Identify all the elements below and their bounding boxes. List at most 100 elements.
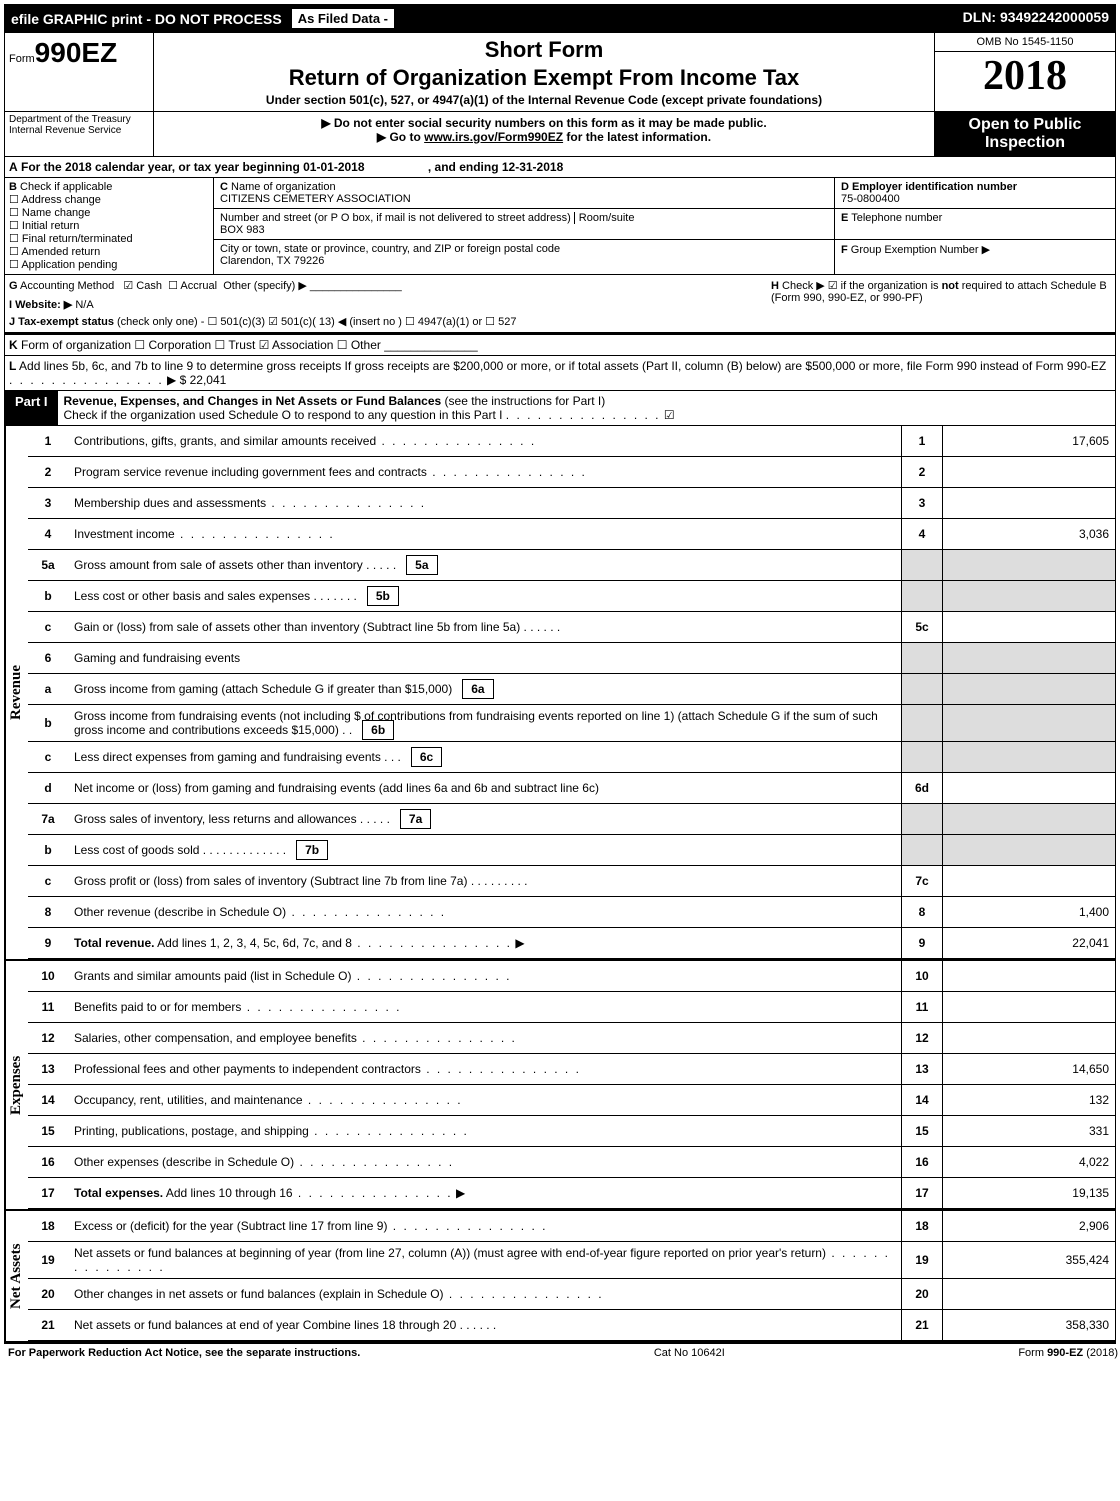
header-center: Short Form Return of Organization Exempt… <box>154 33 934 111</box>
dept-text: Department of the Treasury <box>9 114 149 125</box>
part1-check[interactable]: ☑ <box>664 408 675 422</box>
part1-dots <box>506 408 661 422</box>
g-other: Other (specify) ▶ <box>223 280 307 292</box>
table-row: cGross profit or (loss) from sales of in… <box>28 866 1115 897</box>
table-row: 19Net assets or fund balances at beginni… <box>28 1242 1115 1279</box>
dept-row: Department of the Treasury Internal Reve… <box>5 112 1115 157</box>
goto-prefix: ▶ Go to <box>377 130 424 144</box>
section-k: K Form of organization ☐ Corporation ☐ T… <box>5 334 1115 356</box>
checkbox-final-return[interactable]: Final return/terminated <box>9 233 133 245</box>
checkbox-cash[interactable]: Cash <box>123 280 162 292</box>
table-row: 11Benefits paid to or for members11 <box>28 992 1115 1023</box>
h-label: H <box>771 280 779 292</box>
table-row: 14Occupancy, rent, utilities, and mainte… <box>28 1085 1115 1116</box>
part1-checktext: Check if the organization used Schedule … <box>64 408 503 422</box>
section-a-label: A <box>9 160 18 174</box>
k-text: Form of organization ☐ Corporation ☐ Tru… <box>21 338 381 352</box>
j-label: J Tax-exempt status <box>9 316 114 328</box>
l-dots <box>9 373 164 387</box>
dept-box: Department of the Treasury Internal Reve… <box>5 112 154 156</box>
table-row: dNet income or (loss) from gaming and fu… <box>28 773 1115 804</box>
dln-number: DLN: 93492242000059 <box>957 5 1115 32</box>
header-row: Form990EZ Short Form Return of Organizat… <box>5 33 1115 112</box>
checkbox-initial-return[interactable]: Initial return <box>9 220 79 232</box>
table-row: 21Net assets or fund balances at end of … <box>28 1310 1115 1341</box>
efile-bar: efile GRAPHIC print - DO NOT PROCESS As … <box>5 5 957 32</box>
checkbox-name-change[interactable]: Name change <box>9 207 90 219</box>
street-label: Number and street (or P O box, if mail i… <box>220 212 571 224</box>
part1-header-row: Part I Revenue, Expenses, and Changes in… <box>5 391 1115 426</box>
efile-text: efile GRAPHIC print - DO NOT PROCESS <box>11 11 282 27</box>
street-value: BOX 983 <box>220 224 265 236</box>
netassets-table: 18Excess or (deficit) for the year (Subt… <box>28 1211 1115 1341</box>
checkbox-application-pending[interactable]: Application pending <box>9 259 117 271</box>
bcdef-row: B Check if applicable Address change Nam… <box>5 178 1115 275</box>
table-row: 5aGross amount from sale of assets other… <box>28 550 1115 581</box>
part1-label: Part I <box>5 391 58 425</box>
table-row: aGross income from gaming (attach Schedu… <box>28 674 1115 705</box>
section-c: C Name of organization CITIZENS CEMETERY… <box>214 178 835 274</box>
section-d-text: Employer identification number <box>852 181 1017 193</box>
table-row: bLess cost of goods sold . . . . . . . .… <box>28 835 1115 866</box>
l-arrow: ▶ $ <box>167 373 186 387</box>
g-text: Accounting Method <box>20 280 114 292</box>
room-label: Room/suite <box>574 212 635 224</box>
table-row: 7aGross sales of inventory, less returns… <box>28 804 1115 835</box>
table-row: 18Excess or (deficit) for the year (Subt… <box>28 1211 1115 1242</box>
section-h: H Check ▶ ☑ if the organization is not r… <box>771 279 1111 328</box>
form-number-box: Form990EZ <box>5 33 154 111</box>
tax-year: 2018 <box>935 52 1115 100</box>
l-text: Add lines 5b, 6c, and 7b to line 9 to de… <box>19 359 1106 373</box>
table-row: 12Salaries, other compensation, and empl… <box>28 1023 1115 1054</box>
subtitle: Under section 501(c), 527, or 4947(a)(1)… <box>158 93 930 107</box>
table-row: 13Professional fees and other payments t… <box>28 1054 1115 1085</box>
expenses-table: 10Grants and similar amounts paid (list … <box>28 961 1115 1209</box>
form-990ez: efile GRAPHIC print - DO NOT PROCESS As … <box>4 4 1116 1344</box>
j-text: (check only one) - ☐ 501(c)(3) ☑ 501(c)(… <box>117 316 516 328</box>
website-value: N/A <box>75 299 93 311</box>
section-c-label: C <box>220 181 228 193</box>
revenue-sidelabel: Revenue <box>5 426 28 959</box>
omb-number: OMB No 1545-1150 <box>935 33 1115 52</box>
open-inspection-box: Open to Public Inspection <box>934 112 1115 156</box>
section-g: G Accounting Method Cash Accrual Other (… <box>9 279 771 328</box>
table-row: 9Total revenue. Total revenue. Add lines… <box>28 928 1115 959</box>
section-f-label: F <box>841 244 848 256</box>
section-def: D Employer identification number 75-0800… <box>835 178 1115 274</box>
table-row: 8Other revenue (describe in Schedule O)8… <box>28 897 1115 928</box>
gh-row: G Accounting Method Cash Accrual Other (… <box>5 275 1115 334</box>
part1-subtitle: (see the instructions for Part I) <box>445 394 606 408</box>
short-form-title: Short Form <box>158 37 930 63</box>
goto-link[interactable]: www.irs.gov/Form990EZ <box>424 130 563 144</box>
h-not: not <box>942 280 959 292</box>
revenue-section: Revenue 1Contributions, gifts, grants, a… <box>5 426 1115 961</box>
goto-suffix: for the latest information. <box>563 130 711 144</box>
table-row: 17Total expenses. Add lines 10 through 1… <box>28 1178 1115 1209</box>
asfiled-box: As Filed Data - <box>292 9 394 28</box>
checkbox-amended-return[interactable]: Amended return <box>9 246 100 258</box>
form-number: 990EZ <box>35 37 118 68</box>
section-b-checkif: Check if applicable <box>20 181 112 193</box>
table-row: 1Contributions, gifts, grants, and simil… <box>28 426 1115 457</box>
footer-center: Cat No 10642I <box>654 1347 725 1359</box>
open-inspection: Open to Public Inspection <box>935 112 1115 156</box>
checkbox-accrual[interactable]: Accrual <box>168 280 217 292</box>
table-row: bLess cost or other basis and sales expe… <box>28 581 1115 612</box>
l-value: 22,041 <box>190 373 227 387</box>
g-label: G <box>9 280 18 292</box>
section-d-label: D <box>841 181 849 193</box>
h-text: Check ▶ ☑ if the organization is <box>782 280 942 292</box>
section-b-label: B <box>9 181 17 193</box>
ssn-notice: ▶ Do not enter social security numbers o… <box>158 116 930 130</box>
section-b: B Check if applicable Address change Nam… <box>5 178 214 274</box>
section-e-text: Telephone number <box>851 212 942 224</box>
instructions-box: ▶ Do not enter social security numbers o… <box>154 112 934 156</box>
section-a-text: For the 2018 calendar year, or tax year … <box>21 160 365 174</box>
footer: For Paperwork Reduction Act Notice, see … <box>4 1344 1120 1362</box>
checkbox-address-change[interactable]: Address change <box>9 194 101 206</box>
netassets-section: Net Assets 18Excess or (deficit) for the… <box>5 1211 1115 1343</box>
top-banner: efile GRAPHIC print - DO NOT PROCESS As … <box>5 5 1115 33</box>
footer-left: For Paperwork Reduction Act Notice, see … <box>8 1347 360 1359</box>
section-f-text: Group Exemption Number ▶ <box>851 244 990 256</box>
table-row: 20Other changes in net assets or fund ba… <box>28 1279 1115 1310</box>
